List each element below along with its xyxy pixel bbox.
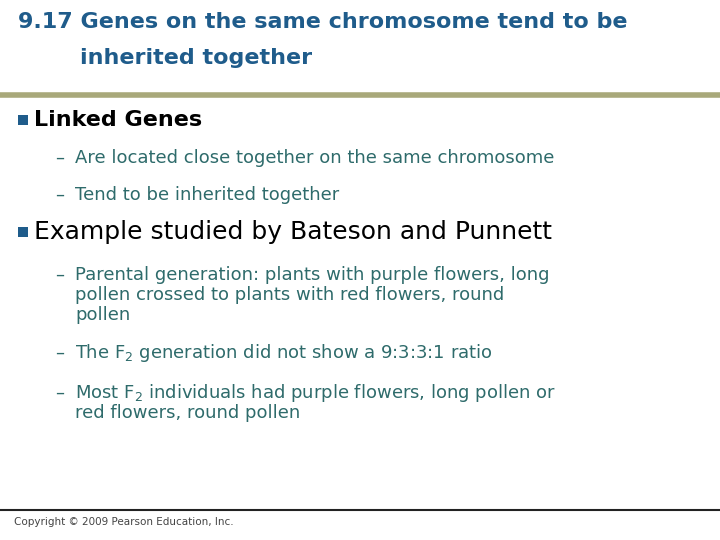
Text: –: – bbox=[55, 149, 64, 167]
Text: Example studied by Bateson and Punnett: Example studied by Bateson and Punnett bbox=[34, 220, 552, 244]
Bar bbox=[18, 115, 28, 125]
Text: –: – bbox=[55, 266, 64, 284]
Text: Most F$_2$ individuals had purple flowers, long pollen or: Most F$_2$ individuals had purple flower… bbox=[75, 382, 556, 404]
Text: –: – bbox=[55, 384, 64, 402]
Text: pollen: pollen bbox=[75, 306, 130, 324]
Text: Parental generation: plants with purple flowers, long: Parental generation: plants with purple … bbox=[75, 266, 549, 284]
Text: Linked Genes: Linked Genes bbox=[34, 110, 202, 130]
Text: red flowers, round pollen: red flowers, round pollen bbox=[75, 404, 300, 422]
Text: The F$_2$ generation did not show a 9:3:3:1 ratio: The F$_2$ generation did not show a 9:3:… bbox=[75, 342, 492, 364]
Text: Are located close together on the same chromosome: Are located close together on the same c… bbox=[75, 149, 554, 167]
Bar bbox=[18, 227, 28, 237]
Text: inherited together: inherited together bbox=[18, 48, 312, 68]
Text: –: – bbox=[55, 344, 64, 362]
Text: –: – bbox=[55, 186, 64, 204]
Text: Copyright © 2009 Pearson Education, Inc.: Copyright © 2009 Pearson Education, Inc. bbox=[14, 517, 233, 527]
Text: Tend to be inherited together: Tend to be inherited together bbox=[75, 186, 339, 204]
Text: pollen crossed to plants with red flowers, round: pollen crossed to plants with red flower… bbox=[75, 286, 504, 304]
Text: 9.17 Genes on the same chromosome tend to be: 9.17 Genes on the same chromosome tend t… bbox=[18, 12, 628, 32]
